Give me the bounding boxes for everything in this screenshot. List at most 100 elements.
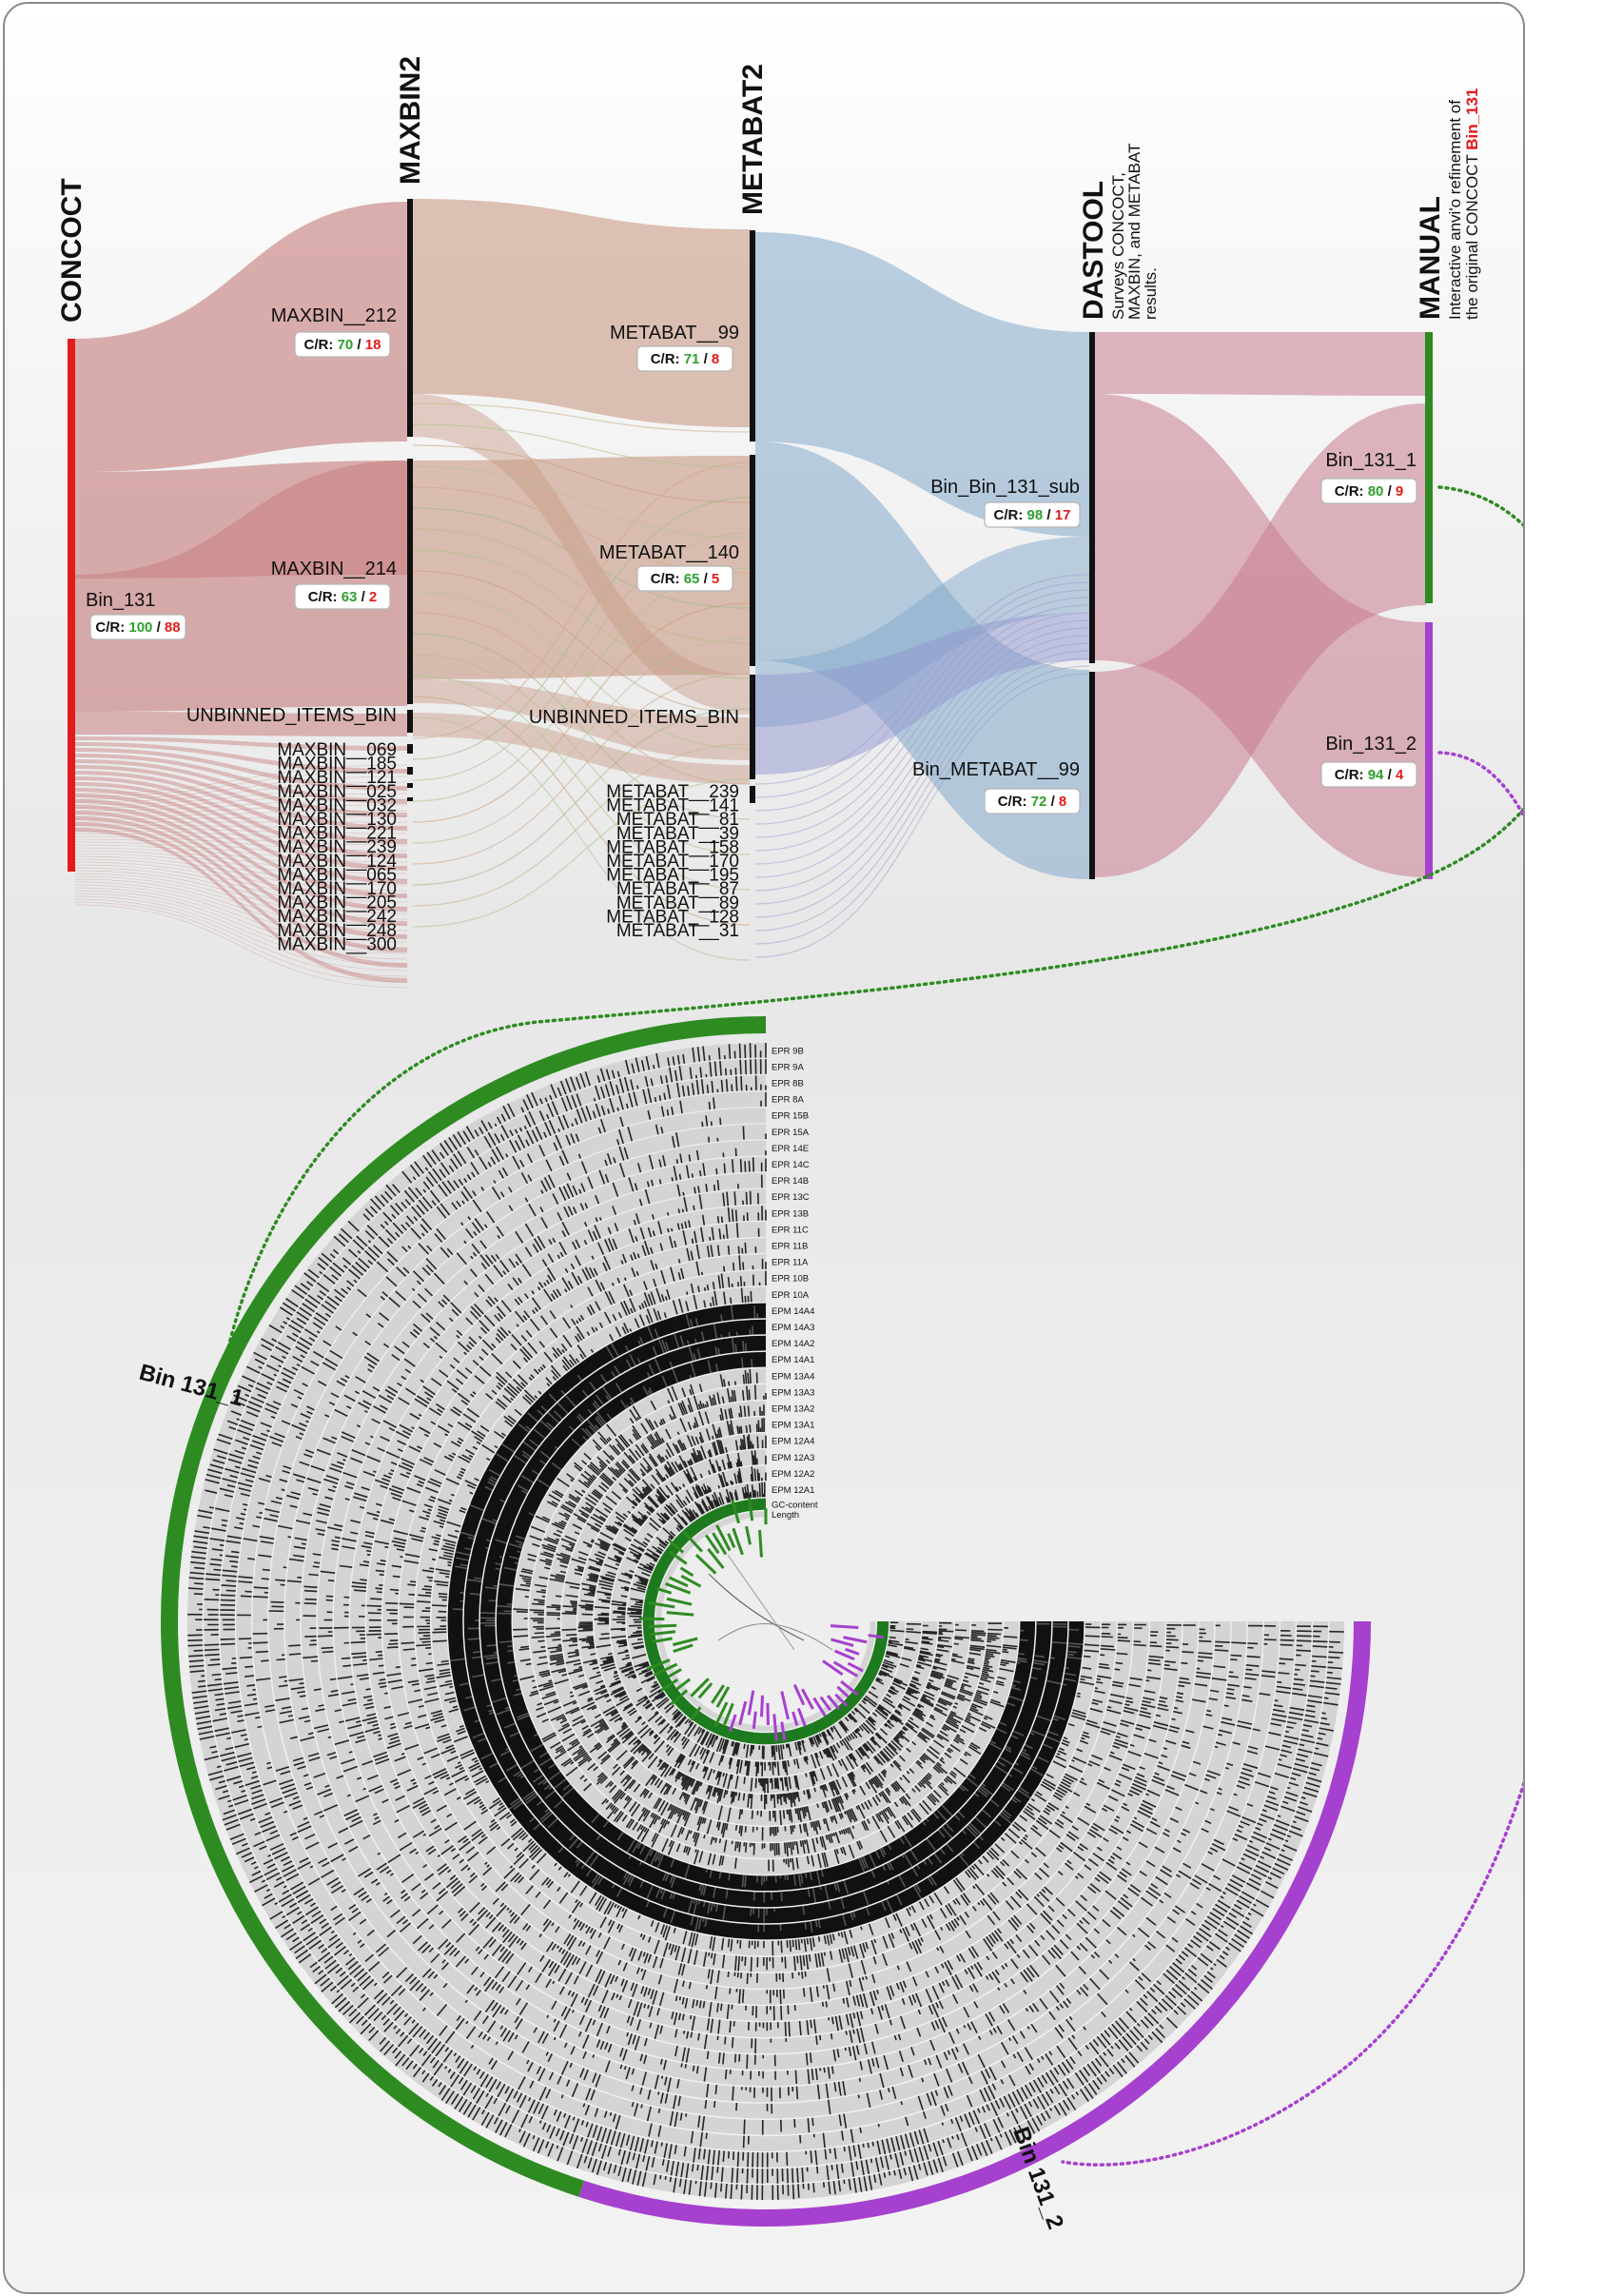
- flow-thread: [74, 873, 408, 926]
- metabat-99-label: METABAT__99: [610, 323, 739, 343]
- layer-ring: [333, 1188, 1199, 2054]
- flow-thread: [412, 570, 751, 715]
- cr-completion: 100: [128, 619, 152, 636]
- flow-thread: [74, 861, 408, 903]
- cr-completion: 80: [1368, 483, 1384, 500]
- flow-thread: [754, 635, 1090, 892]
- flow-concoct-minor: [75, 759, 407, 817]
- flow-thread: [412, 402, 751, 433]
- layer-label: EPM 12A3: [772, 1453, 814, 1463]
- coverage-bars: [384, 1242, 1146, 2005]
- metabat-minor-label: METABAT__89: [616, 893, 739, 913]
- cr-prefix: C/R:: [304, 337, 338, 353]
- cr-prefix: C/R:: [651, 571, 684, 587]
- coverage-bars: [303, 1157, 1230, 2085]
- coverage-bars: [497, 1357, 1028, 1888]
- maxbin-bar-minor: [407, 744, 413, 754]
- maxbin-minor-label: MAXBIN__239: [277, 837, 397, 857]
- maxbin-bar-minor: [407, 767, 413, 775]
- flow-concoct-minor: [75, 765, 407, 831]
- coverage-bars: [204, 1059, 1328, 2184]
- metabat-minor-label: METABAT__141: [606, 796, 739, 816]
- dendrogram-leaf: [682, 1530, 703, 1553]
- layer-label: EPM 12A2: [772, 1469, 814, 1480]
- layer-label: EPR 15A: [772, 1128, 810, 1138]
- flow-thread: [754, 604, 1090, 838]
- concoct-bar: [68, 339, 75, 872]
- flow-thread: [74, 815, 408, 820]
- flow-dastool-manual-top: [1095, 332, 1426, 396]
- bin-link-lines: [220, 485, 1523, 2167]
- cr-prefix: C/R:: [1335, 767, 1368, 783]
- dendrogram-leaf: [705, 1534, 720, 1555]
- flow-thread: [412, 743, 751, 907]
- coverage-bars: [237, 1091, 1295, 2149]
- dendrogram-leaf: [655, 1587, 673, 1595]
- manual-bin131_1-label: Bin_131_1: [1325, 450, 1417, 471]
- maxbin-minor-label: MAXBIN__130: [277, 810, 397, 830]
- cr-completion: 63: [342, 589, 358, 605]
- metabat-minor-label: METABAT__158: [606, 837, 739, 857]
- dendrogram-leaf: [812, 1697, 827, 1717]
- cr-redundancy: 9: [1396, 483, 1403, 500]
- flow-concoct-minor: [75, 811, 407, 939]
- maxbin-unbinned-label: UNBINNED_ITEMS_BIN: [186, 705, 397, 726]
- layer-label: EPM 12A1: [772, 1485, 814, 1496]
- metabat-99-cr: C/R: 71 / 8: [636, 345, 733, 372]
- coverage-bars: [431, 1287, 1101, 1956]
- maxbin-minor-label: MAXBIN__221: [277, 824, 397, 844]
- dendrogram-leaf: [723, 1702, 734, 1726]
- flow-concoct-minor: [75, 771, 407, 844]
- dendrogram-leaf: [697, 1682, 713, 1699]
- metabat-140-label: METABAT__140: [599, 542, 739, 563]
- dendrogram-leaf: [845, 1647, 860, 1656]
- metabat-minor-label: METABAT__195: [606, 866, 739, 886]
- dendrogram-leaf: [727, 1533, 736, 1548]
- dendrogram-leaf: [680, 1574, 702, 1588]
- manual-bar-bin131_2: [1425, 622, 1433, 879]
- stage-title-dastool: DASTOOL: [1078, 181, 1109, 320]
- dastool-metabat99-label: Bin_METABAT__99: [912, 759, 1080, 780]
- dendrogram-leaf: [728, 1714, 737, 1733]
- dendrogram-leaf: [819, 1696, 832, 1712]
- dendrogram-leaf: [665, 1582, 692, 1595]
- layer-ring: [642, 1498, 889, 1745]
- link-bin131_2: [1061, 751, 1523, 2167]
- maxbin-bar-214: [407, 459, 413, 704]
- coverage-bars: [286, 1148, 1246, 2102]
- flow-concoct-minor: [75, 794, 407, 898]
- maxbin-212-label: MAXBIN__212: [271, 305, 397, 326]
- dastool-bin131sub-label: Bin_Bin_131_sub: [930, 477, 1080, 498]
- metabat-minor-label: METABAT__31: [616, 921, 739, 941]
- layer-label: EPR 9A: [772, 1062, 804, 1072]
- dastool-subtitle: results.: [1142, 267, 1160, 320]
- coverage-bars: [545, 1404, 987, 1841]
- dendrogram-leaf: [654, 1662, 678, 1677]
- cr-redundancy: 88: [165, 619, 181, 636]
- dendrogram-leaf: [780, 1721, 787, 1741]
- dendrogram-leaf: [652, 1637, 673, 1644]
- coverage-bars: [513, 1368, 1018, 1872]
- dendrogram-leaf: [649, 1623, 677, 1629]
- dendrogram-leaf: [832, 1660, 859, 1678]
- cr-prefix: C/R:: [994, 507, 1027, 523]
- stage-title-concoct: CONCOCT: [56, 178, 88, 323]
- coverage-bars: [561, 1418, 970, 1826]
- dastool-metabat99-cr: C/R: 72 / 8: [984, 788, 1081, 814]
- layer-label: EPM 13A3: [772, 1387, 814, 1398]
- dastool-bin131sub-cr: C/R: 98 / 17: [984, 501, 1081, 528]
- cr-completion: 65: [684, 571, 700, 587]
- cr-prefix: C/R:: [308, 589, 342, 605]
- coverage-bars: [479, 1337, 1050, 1903]
- layer-label: EPR 15B: [772, 1111, 809, 1122]
- metabat-unbinned-label: UNBINNED_ITEMS_BIN: [529, 707, 739, 728]
- flow-thread: [74, 853, 408, 886]
- dendrogram-leaf: [831, 1624, 859, 1630]
- coverage-bars: [450, 1305, 1084, 1933]
- dendrogram-leaf: [738, 1700, 748, 1726]
- layer-ring: [496, 1351, 1036, 1892]
- maxbin-minor-label: MAXBIN__124: [277, 852, 397, 872]
- concoct-bin-label: Bin_131: [86, 590, 155, 611]
- cr-sep: /: [1383, 767, 1396, 783]
- layer-label: EPM 12A4: [772, 1437, 814, 1447]
